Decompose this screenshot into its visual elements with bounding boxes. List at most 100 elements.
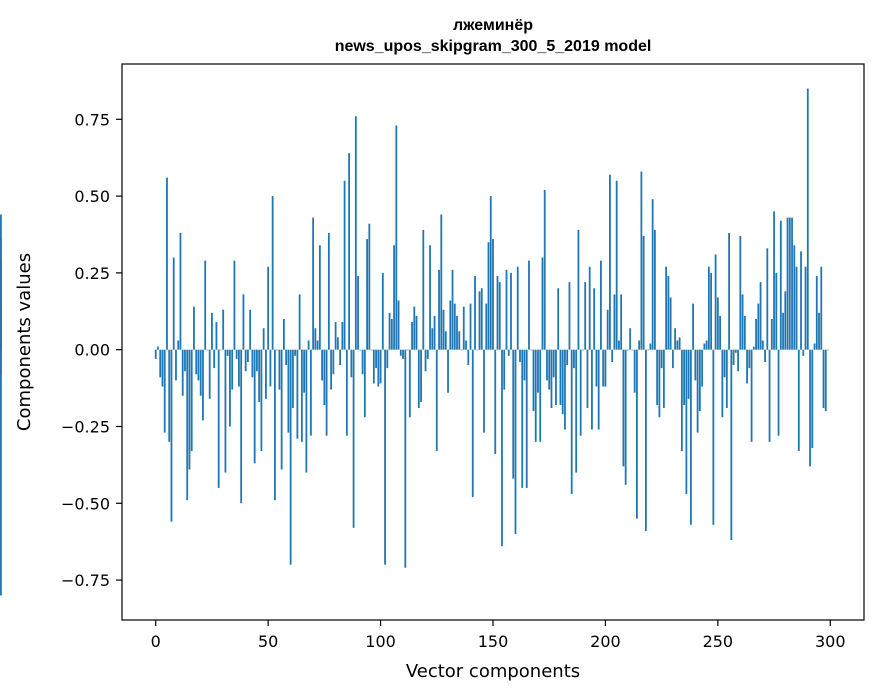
bar [494, 349, 497, 455]
bar [190, 349, 193, 452]
bar [827, 349, 829, 351]
x-tick-label: 50 [258, 632, 278, 651]
bar [496, 275, 499, 350]
bar [696, 349, 699, 433]
bar [505, 269, 508, 350]
bar [435, 349, 438, 452]
bar [303, 349, 306, 393]
bar [743, 315, 746, 350]
bar [462, 306, 465, 350]
y-tick-label: −0.50 [61, 494, 110, 513]
bar [206, 349, 209, 351]
bar [386, 349, 389, 369]
x-tick-label: 250 [703, 632, 734, 651]
bar [265, 349, 267, 399]
bar [377, 349, 380, 387]
bar [397, 300, 400, 350]
bar [501, 349, 503, 547]
bar [514, 349, 517, 534]
bar [714, 254, 717, 350]
bar [363, 349, 366, 418]
bar [231, 349, 234, 390]
bar [476, 349, 479, 351]
bar [370, 349, 373, 351]
bar [575, 349, 578, 473]
bar [797, 349, 800, 452]
bar [336, 337, 339, 350]
bar [530, 349, 533, 351]
bar [757, 303, 760, 350]
y-tick-label: −0.25 [61, 417, 110, 436]
bar [249, 309, 252, 350]
bar [687, 349, 690, 399]
bar [298, 294, 301, 350]
bar [483, 349, 485, 433]
bar [795, 266, 798, 350]
bar [208, 349, 211, 399]
bar [161, 349, 164, 387]
bar [478, 291, 481, 350]
bar [294, 349, 297, 356]
bar [253, 349, 256, 464]
bar [579, 349, 582, 436]
bar [460, 349, 463, 351]
bar [532, 349, 535, 412]
bar [728, 232, 730, 350]
bar [582, 349, 584, 351]
bar [768, 349, 771, 442]
x-tick-label: 200 [590, 632, 621, 651]
bar [222, 309, 225, 350]
bar [791, 217, 793, 350]
bar [474, 275, 476, 350]
bar [761, 340, 764, 350]
bar [822, 349, 825, 409]
bar [546, 349, 548, 381]
bar [647, 349, 650, 351]
y-axis-label: Components values [14, 253, 35, 431]
bar [669, 297, 672, 350]
bar [528, 260, 530, 350]
bar [186, 349, 189, 501]
bar [770, 318, 773, 350]
bar [800, 251, 802, 350]
bar [811, 349, 814, 448]
bar [447, 349, 449, 393]
y-tick-label: 0.75 [74, 110, 110, 129]
bar [278, 349, 281, 390]
bar [215, 322, 218, 350]
bar [451, 269, 454, 350]
bar [651, 199, 654, 350]
bar [251, 349, 254, 378]
bar [211, 312, 213, 350]
bar [321, 349, 324, 381]
bar [606, 309, 609, 350]
bar [285, 349, 288, 366]
bar [622, 349, 625, 467]
bar [806, 88, 809, 350]
bar [244, 349, 247, 372]
bar [238, 349, 240, 387]
bar [395, 125, 398, 350]
bar [327, 232, 330, 350]
bar [413, 306, 416, 350]
bar [674, 328, 677, 350]
bar [199, 349, 202, 396]
y-tick-label: 0.25 [74, 264, 110, 283]
bar [719, 315, 721, 350]
bar [274, 349, 276, 501]
y-tick-label: 0.00 [74, 341, 110, 360]
bar [689, 349, 692, 525]
bar [453, 303, 456, 350]
bar [440, 214, 443, 350]
bar [730, 349, 733, 541]
bar [764, 349, 766, 362]
bar [721, 349, 724, 418]
bar [521, 349, 524, 488]
bar [269, 349, 272, 387]
bar [692, 303, 695, 350]
bar [725, 349, 728, 409]
bar [202, 349, 204, 421]
bar [402, 349, 404, 359]
bar [300, 349, 303, 442]
bar [561, 349, 564, 415]
